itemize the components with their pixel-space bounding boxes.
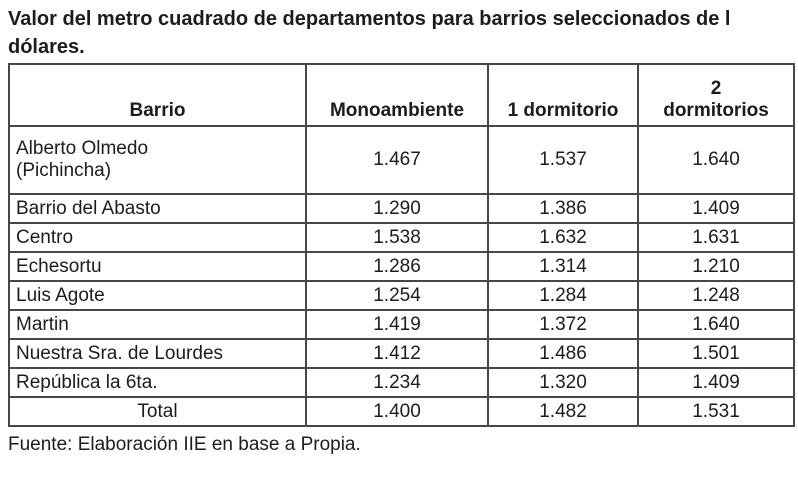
barrio-cell: Centro bbox=[8, 222, 307, 253]
source-note: Fuente: Elaboración IIE en base a Propia… bbox=[8, 434, 361, 455]
barrio-cell-total: Total bbox=[8, 396, 307, 427]
table-row: Luis Agote 1.254 1.284 1.248 bbox=[8, 280, 795, 311]
table-row: Nuestra Sra. de Lourdes 1.412 1.486 1.50… bbox=[8, 338, 795, 369]
barrio-cell: Luis Agote bbox=[8, 280, 307, 311]
table-row: Echesortu 1.286 1.314 1.210 bbox=[8, 251, 795, 282]
barrio-cell: Martin bbox=[8, 309, 307, 340]
value-cell: 1.320 bbox=[487, 367, 639, 398]
value-cell: 1.538 bbox=[305, 222, 489, 253]
document-title-line1: Valor del metro cuadrado de departamento… bbox=[8, 8, 731, 30]
table-row-total: Total 1.400 1.482 1.531 bbox=[8, 396, 795, 427]
value-cell: 1.467 bbox=[305, 125, 489, 195]
value-cell: 1.531 bbox=[637, 396, 795, 427]
value-cell: 1.290 bbox=[305, 193, 489, 224]
value-cell: 1.501 bbox=[637, 338, 795, 369]
value-cell: 1.286 bbox=[305, 251, 489, 282]
value-cell: 1.254 bbox=[305, 280, 489, 311]
value-cell: 1.314 bbox=[487, 251, 639, 282]
barrio-cell: Echesortu bbox=[8, 251, 307, 282]
value-cell: 1.482 bbox=[487, 396, 639, 427]
value-cell: 1.412 bbox=[305, 338, 489, 369]
table-row: Centro 1.538 1.632 1.631 bbox=[8, 222, 795, 253]
table-row: Martin 1.419 1.372 1.640 bbox=[8, 309, 795, 340]
value-cell: 1.409 bbox=[637, 193, 795, 224]
column-header-2-dormitorios: 2 dormitorios bbox=[637, 63, 795, 127]
value-cell: 1.486 bbox=[487, 338, 639, 369]
column-header-monoambiente: Monoambiente bbox=[305, 63, 489, 127]
data-table: Barrio Monoambiente 1 dormitorio 2 dormi… bbox=[8, 63, 795, 427]
value-cell: 1.210 bbox=[637, 251, 795, 282]
value-cell: 1.640 bbox=[637, 309, 795, 340]
barrio-cell: República la 6ta. bbox=[8, 367, 307, 398]
column-header-1-dormitorio: 1 dormitorio bbox=[487, 63, 639, 127]
barrio-cell: Barrio del Abasto bbox=[8, 193, 307, 224]
value-cell: 1.419 bbox=[305, 309, 489, 340]
value-cell: 1.640 bbox=[637, 125, 795, 195]
value-cell: 1.234 bbox=[305, 367, 489, 398]
table-row: Alberto Olmedo (Pichincha) 1.467 1.537 1… bbox=[8, 125, 795, 195]
value-cell: 1.400 bbox=[305, 396, 489, 427]
value-cell: 1.632 bbox=[487, 222, 639, 253]
column-header-barrio: Barrio bbox=[8, 63, 307, 127]
value-cell: 1.372 bbox=[487, 309, 639, 340]
value-cell: 1.631 bbox=[637, 222, 795, 253]
document-title: Valor del metro cuadrado de departamento… bbox=[0, 0, 798, 61]
value-cell: 1.248 bbox=[637, 280, 795, 311]
table-header-row: Barrio Monoambiente 1 dormitorio 2 dormi… bbox=[8, 63, 795, 127]
value-cell: 1.284 bbox=[487, 280, 639, 311]
value-cell: 1.409 bbox=[637, 367, 795, 398]
barrio-cell: Nuestra Sra. de Lourdes bbox=[8, 338, 307, 369]
value-cell: 1.537 bbox=[487, 125, 639, 195]
document-title-line2: dólares. bbox=[8, 36, 85, 58]
table-row: República la 6ta. 1.234 1.320 1.409 bbox=[8, 367, 795, 398]
table-row: Barrio del Abasto 1.290 1.386 1.409 bbox=[8, 193, 795, 224]
value-cell: 1.386 bbox=[487, 193, 639, 224]
barrio-cell: Alberto Olmedo (Pichincha) bbox=[8, 125, 307, 195]
